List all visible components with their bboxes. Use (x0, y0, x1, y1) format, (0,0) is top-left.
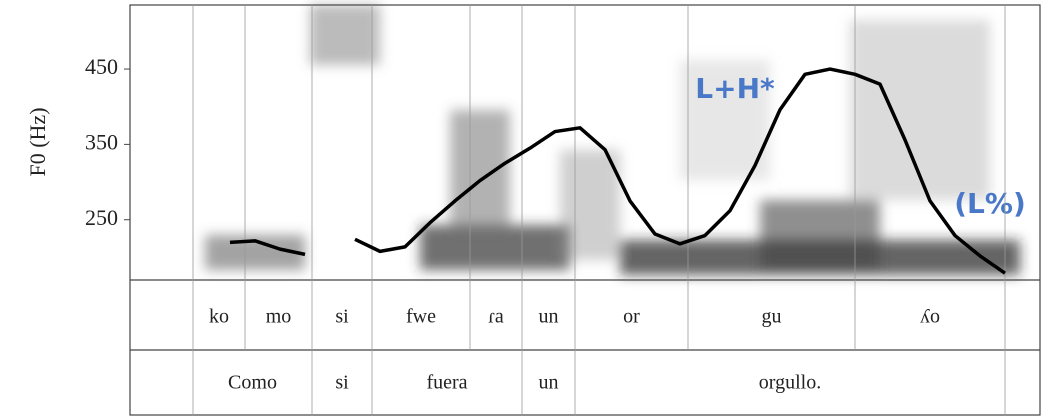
y-tick-label: 350 (85, 129, 118, 154)
syllable: or (623, 306, 640, 328)
syllable: ʎo (920, 306, 940, 328)
syllable: gu (762, 306, 782, 328)
word: orgullo. (759, 372, 821, 394)
y-axis-label: F0 (Hz) (25, 107, 50, 176)
word: un (539, 372, 559, 394)
syllable: ko (209, 306, 229, 328)
word: Como (228, 372, 277, 394)
figure: F0 (Hz) L+H* (L%) 250 350 450 ko mo si fwe ɾa un… (0, 0, 1056, 416)
syllable: fwe (406, 306, 436, 328)
spectrogram (205, 5, 1020, 275)
annotation: (L%) (954, 187, 1026, 220)
word: fuera (426, 372, 467, 394)
annotation: L+H* (695, 72, 775, 105)
word: si (335, 372, 349, 394)
syllable: mo (266, 306, 292, 328)
y-tick-label: 450 (85, 54, 118, 79)
syllable: un (539, 306, 559, 328)
syllable: ɾa (488, 306, 504, 328)
syllable: si (335, 306, 349, 328)
y-tick-label: 250 (85, 205, 118, 230)
